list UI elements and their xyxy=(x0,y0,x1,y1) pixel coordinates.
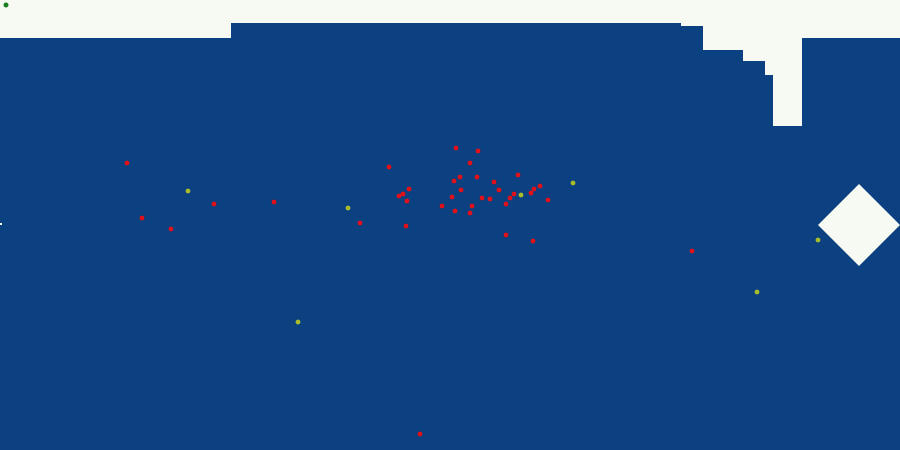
enemy-dot xyxy=(452,208,458,214)
enemy-dot xyxy=(449,194,455,200)
enemy-dot xyxy=(515,172,521,178)
player-marker xyxy=(3,2,9,8)
enemy-dot xyxy=(530,238,536,244)
pickup-dot xyxy=(815,237,821,243)
enemy-dot xyxy=(496,187,502,193)
enemy-dot xyxy=(417,431,423,437)
enemy-dot xyxy=(124,160,130,166)
enemy-dot xyxy=(537,183,543,189)
enemy-dot xyxy=(457,174,463,180)
enemy-dot xyxy=(475,148,481,154)
enemy-dot xyxy=(400,191,406,197)
top-wall xyxy=(0,0,900,126)
enemy-dot xyxy=(396,193,402,199)
enemy-dot xyxy=(487,196,493,202)
enemy-dot xyxy=(403,223,409,229)
enemy-dot xyxy=(467,210,473,216)
pickup-group xyxy=(185,180,821,325)
pickup-dot xyxy=(754,289,760,295)
pickup-dot xyxy=(295,319,301,325)
pickup-dot xyxy=(518,192,524,198)
enemy-dot xyxy=(474,174,480,180)
pickup-dot xyxy=(185,188,191,194)
enemy-dot xyxy=(139,215,145,221)
enemy-dot xyxy=(211,201,217,207)
enemy-dot xyxy=(404,198,410,204)
enemy-dot xyxy=(469,203,475,209)
enemy-dot xyxy=(511,191,517,197)
enemy-dot xyxy=(491,179,497,185)
enemy-dot xyxy=(451,178,457,184)
enemy-dot xyxy=(406,186,412,192)
enemy-dot xyxy=(528,190,534,196)
enemy-group xyxy=(124,145,695,437)
enemy-dot xyxy=(479,195,485,201)
enemy-dot xyxy=(458,187,464,193)
enemy-dot xyxy=(357,220,363,226)
left-edge-marker xyxy=(0,223,2,225)
enemy-dot xyxy=(503,201,509,207)
pickup-dot xyxy=(570,180,576,186)
enemy-dot xyxy=(168,226,174,232)
enemy-dot xyxy=(507,195,513,201)
enemy-dot xyxy=(453,145,459,151)
enemy-dot xyxy=(467,160,473,166)
pickup-dot xyxy=(345,205,351,211)
enemy-dot xyxy=(503,232,509,238)
diamond-block xyxy=(818,184,900,266)
enemy-dot xyxy=(531,186,537,192)
enemy-dot xyxy=(439,203,445,209)
enemy-dot xyxy=(271,199,277,205)
enemy-dot xyxy=(689,248,695,254)
enemy-dot xyxy=(545,197,551,203)
enemy-dot xyxy=(386,164,392,170)
